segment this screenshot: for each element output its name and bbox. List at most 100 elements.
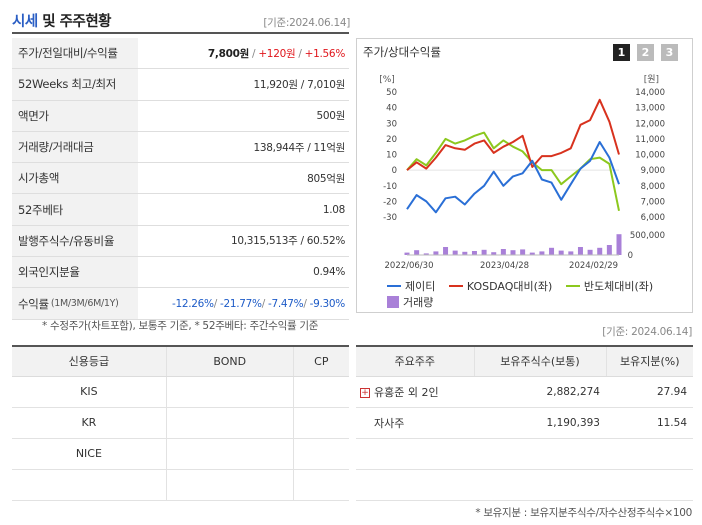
- info-label: 주가/전일대비/수익률: [12, 38, 138, 69]
- legend-item-kosdaq[interactable]: KOSDAQ대비(좌): [448, 278, 553, 294]
- major-shareholders-table: 주요주주 보유주식수(보통) 보유지분(%) + 유홍준 외 2인 2,882,2…: [356, 345, 693, 501]
- table-cell: [606, 469, 693, 501]
- info-row-volume: 거래량/거래대금 138,944주 / 11억원: [12, 131, 349, 164]
- y-tick-label: -20: [383, 197, 397, 207]
- table-row: [12, 469, 349, 501]
- volume-tick-label: 500,000: [630, 231, 665, 241]
- info-value: 500원: [316, 110, 345, 123]
- title-accent: 시세: [12, 14, 38, 30]
- y2-tick-label: 11,000: [635, 135, 665, 145]
- y-tick-label: 10: [386, 151, 397, 161]
- holder-pct: 11.54: [606, 407, 693, 439]
- return-1y: -9.30%: [309, 297, 346, 310]
- value-sep: /: [303, 297, 310, 310]
- value-sep: /: [295, 47, 305, 60]
- table-row: [356, 438, 693, 470]
- table-cell: [165, 469, 294, 501]
- chart-tab-1[interactable]: 1: [613, 44, 630, 61]
- chart-legend: 제이티 KOSDAQ대비(좌) 반도체대비(좌) 거래량: [387, 277, 687, 311]
- legend-item-volume[interactable]: 거래량: [387, 294, 433, 310]
- col-header: 보유주식수(보통): [473, 345, 606, 377]
- holders-footnote: * 보유지분 : 보유지분주식수/자수산정주식수×100: [475, 507, 692, 519]
- table-row: KIS: [12, 376, 349, 408]
- y-tick-label: 20: [386, 135, 397, 145]
- legend-label: 반도체대비(좌): [583, 280, 654, 293]
- expand-icon[interactable]: +: [360, 387, 370, 398]
- table-row: KR: [12, 407, 349, 439]
- info-label: 52주베타: [12, 194, 138, 225]
- volume-bar: [423, 253, 429, 255]
- info-value: 11,920원 / 7,010원: [253, 78, 345, 91]
- info-label: 발행주식수/유동비율: [12, 225, 138, 257]
- y-tick-label: 30: [386, 119, 397, 129]
- volume-bar: [568, 251, 574, 255]
- volume-bar: [520, 249, 526, 255]
- info-label: 52Weeks 최고/최저: [12, 69, 138, 100]
- legend-label: KOSDAQ대비(좌): [466, 280, 553, 293]
- volume-bar: [510, 250, 516, 255]
- table-cell: [165, 407, 294, 439]
- table-row: [356, 469, 693, 501]
- volume-bar: [404, 252, 410, 255]
- returns-label: 수익률: [18, 296, 49, 311]
- chart-tab-2[interactable]: 2: [637, 44, 654, 61]
- col-header: 주요주주: [356, 345, 474, 377]
- table-header-row: 신용등급 BOND CP: [12, 345, 349, 377]
- value-sep: /: [248, 47, 259, 60]
- table-cell: [356, 469, 474, 501]
- info-label: 거래량/거래대금: [12, 131, 138, 163]
- volume-bar: [500, 249, 506, 255]
- volume-bar: [587, 249, 593, 255]
- left-axis-unit: [%]: [379, 75, 395, 85]
- legend-item-stock[interactable]: 제이티: [387, 278, 435, 294]
- series-line: [406, 98, 620, 171]
- legend-item-semiconductor[interactable]: 반도체대비(좌): [565, 278, 654, 294]
- return-6m: -7.47%: [268, 297, 304, 310]
- holder-name[interactable]: 유홍준 외 2인: [374, 385, 439, 399]
- y-tick-label: -30: [383, 213, 397, 223]
- volume-bar: [452, 250, 458, 255]
- volume-bar: [443, 247, 449, 255]
- chart-tab-3[interactable]: 3: [661, 44, 678, 61]
- holder-name: 자사주: [356, 407, 474, 439]
- y-tick-label: 40: [386, 104, 397, 114]
- returns-label-sub: (1M/3M/6M/1Y): [50, 298, 119, 310]
- series-line: [406, 141, 620, 214]
- table-cell: [292, 376, 349, 408]
- info-value: 1.08: [322, 203, 345, 216]
- info-row-52weeks: 52Weeks 최고/최저 11,920원 / 7,010원: [12, 69, 349, 101]
- current-price: 7,800원: [207, 47, 249, 60]
- y2-tick-label: 7,000: [641, 197, 665, 207]
- legend-label: 제이티: [405, 280, 436, 293]
- y2-tick-label: 6,000: [641, 213, 665, 223]
- value-sep: /: [213, 297, 220, 310]
- y2-tick-label: 12,000: [635, 119, 665, 129]
- relative-return-chart: [%] [원] 50 40 30 20 10 0 -10 -20 -30 14,000 13,000 12…: [379, 74, 665, 271]
- x-tick-label: 2022/06/30: [385, 261, 434, 271]
- table-row: + 유홍준 외 2인 2,882,274 27.94: [356, 376, 693, 408]
- value-sep: /: [261, 297, 268, 310]
- col-header: 신용등급: [12, 345, 167, 377]
- bottom-reference-date: [기준: 2024.06.14]: [602, 326, 692, 338]
- table-cell: [12, 469, 167, 501]
- price-info-table: 주가/전일대비/수익률 7,800원 / +120원 / +1.56% 52We…: [12, 38, 349, 320]
- legend-swatch: [565, 285, 580, 287]
- y2-tick-label: 13,000: [635, 104, 665, 114]
- info-row-shares: 발행주식수/유동비율 10,315,513주 / 60.52%: [12, 225, 349, 258]
- table-cell: [356, 438, 474, 470]
- volume-bar: [558, 250, 564, 255]
- table-cell: KR: [12, 407, 167, 439]
- y-tick-label: 0: [392, 166, 397, 176]
- y2-tick-label: 14,000: [635, 88, 665, 98]
- header-divider: [12, 32, 349, 34]
- info-row-beta: 52주베타 1.08: [12, 194, 349, 226]
- info-label: 액면가: [12, 100, 138, 131]
- info-row-par-value: 액면가 500원: [12, 100, 349, 132]
- info-value: 0.94%: [313, 266, 345, 279]
- legend-label: 거래량: [403, 296, 434, 309]
- info-footnote: * 수정주가(차트포함), 보통주 기준, * 52주베타: 주간수익률 기준: [42, 320, 319, 332]
- y-tick-label: 50: [386, 88, 397, 98]
- info-row-returns: 수익률 (1M/3M/6M/1Y) -12.26%/ -21.77%/ -7.47…: [12, 288, 349, 320]
- reference-date: [기준:2024.06.14]: [263, 17, 350, 29]
- info-value: -12.26%/ -21.77%/ -7.47%/ -9.30%: [138, 298, 349, 310]
